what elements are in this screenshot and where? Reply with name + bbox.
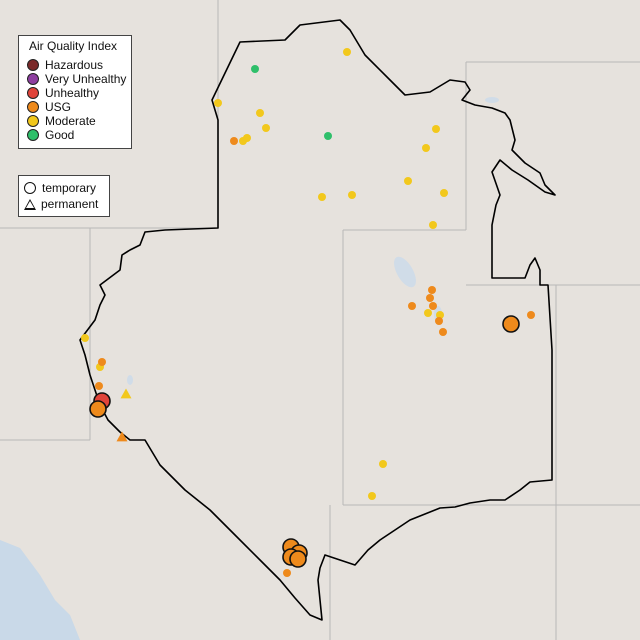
ocean	[0, 540, 80, 640]
legend-row-temporary: temporary	[24, 181, 96, 195]
monitor-marker[interactable]	[95, 382, 103, 390]
legend-label-usg: USG	[45, 100, 72, 114]
monitor-marker[interactable]	[239, 137, 247, 145]
legend-row-unhealthy: Unhealthy	[27, 86, 99, 100]
monitor-marker[interactable]	[289, 550, 307, 568]
hazardous-swatch	[27, 59, 39, 71]
triangle-icon	[24, 198, 36, 210]
monitor-marker[interactable]	[116, 431, 128, 442]
legend-label-temporary: temporary	[42, 181, 97, 195]
monitor-marker[interactable]	[348, 191, 356, 199]
aqi-legend-title: Air Quality Index	[29, 39, 118, 53]
monitor-marker[interactable]	[502, 315, 520, 333]
monitor-marker[interactable]	[120, 388, 132, 399]
type-legend: temporary permanent	[18, 175, 110, 217]
legend-row-moderate: Moderate	[27, 114, 96, 128]
monitor-marker[interactable]	[436, 311, 444, 319]
monitor-marker[interactable]	[89, 400, 107, 418]
lake	[394, 256, 416, 288]
monitor-marker[interactable]	[424, 309, 432, 317]
legend-row-good: Good	[27, 128, 74, 142]
monitor-marker[interactable]	[408, 302, 416, 310]
legend-label-very-unhealthy: Very Unhealthy	[45, 72, 127, 86]
unhealthy-swatch	[27, 87, 39, 99]
legend-row-very-unhealthy: Very Unhealthy	[27, 72, 126, 86]
monitor-marker[interactable]	[230, 137, 238, 145]
good-swatch	[27, 129, 39, 141]
circle-icon	[24, 182, 36, 194]
monitor-marker[interactable]	[440, 189, 448, 197]
monitor-marker[interactable]	[432, 125, 440, 133]
legend-row-permanent: permanent	[24, 197, 98, 211]
monitor-marker[interactable]	[426, 294, 434, 302]
monitor-marker[interactable]	[439, 328, 447, 336]
monitor-marker[interactable]	[429, 221, 437, 229]
monitor-marker[interactable]	[428, 286, 436, 294]
legend-label-unhealthy: Unhealthy	[45, 86, 100, 100]
monitor-marker[interactable]	[422, 144, 430, 152]
lake	[127, 375, 133, 385]
monitor-marker[interactable]	[324, 132, 332, 140]
monitor-marker[interactable]	[214, 99, 222, 107]
legend-row-hazardous: Hazardous	[27, 58, 103, 72]
lake	[485, 97, 499, 103]
legend-label-permanent: permanent	[41, 197, 99, 211]
monitor-marker[interactable]	[435, 317, 443, 325]
very-unhealthy-swatch	[27, 73, 39, 85]
monitor-marker[interactable]	[262, 124, 270, 132]
legend-label-hazardous: Hazardous	[45, 58, 104, 72]
monitor-marker[interactable]	[527, 311, 535, 319]
monitor-marker[interactable]	[343, 48, 351, 56]
monitor-marker[interactable]	[404, 177, 412, 185]
legend-label-good: Good	[45, 128, 75, 142]
monitor-marker[interactable]	[429, 302, 437, 310]
monitor-marker[interactable]	[318, 193, 326, 201]
aqi-legend: Air Quality Index Hazardous Very Unhealt…	[18, 35, 132, 149]
monitor-marker[interactable]	[368, 492, 376, 500]
monitor-marker[interactable]	[256, 109, 264, 117]
monitor-marker[interactable]	[283, 569, 291, 577]
legend-label-moderate: Moderate	[45, 114, 96, 128]
monitor-marker[interactable]	[81, 334, 89, 342]
monitor-marker[interactable]	[98, 358, 106, 366]
monitor-marker[interactable]	[251, 65, 259, 73]
monitor-marker[interactable]	[379, 460, 387, 468]
moderate-swatch	[27, 115, 39, 127]
legend-row-usg: USG	[27, 100, 71, 114]
usg-swatch	[27, 101, 39, 113]
markers-layer	[81, 48, 535, 577]
